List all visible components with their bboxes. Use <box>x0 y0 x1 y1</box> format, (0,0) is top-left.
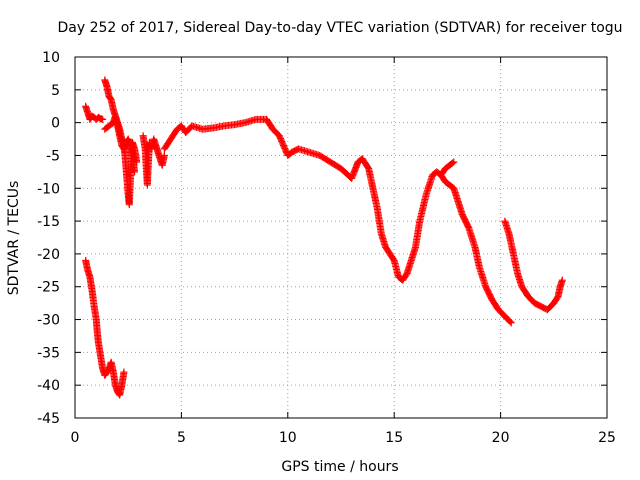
y-tick-label: -10 <box>37 181 60 197</box>
x-tick-label: 10 <box>279 430 297 446</box>
y-tick-label: -20 <box>37 247 60 263</box>
x-tick-label: 0 <box>71 430 80 446</box>
axis-ticks <box>74 56 608 419</box>
data-point-marker <box>120 368 128 376</box>
y-tick-label: 0 <box>51 116 60 132</box>
x-tick-label: 25 <box>598 430 616 446</box>
x-tick-label: 15 <box>385 430 403 446</box>
data-point-marker <box>449 159 457 167</box>
y-tick-label: -35 <box>37 345 60 361</box>
y-tick-label: -25 <box>37 280 60 296</box>
plot-frame <box>74 56 608 419</box>
series-sdtvar-negative-segment <box>82 256 128 399</box>
tick-labels: 0 5 10 15 20 25 10 5 0 -5 -10 -15 -20 -25 -30 -35 -40 -45 <box>37 50 616 446</box>
y-tick-label: -40 <box>37 378 60 394</box>
x-tick-label: 20 <box>492 430 510 446</box>
y-axis-label: SDTVAR / TECUs <box>6 181 22 296</box>
y-tick-label: 10 <box>42 50 60 66</box>
series-sdtvar-early-segment-a <box>82 102 107 123</box>
y-tick-label: -5 <box>46 148 60 164</box>
data-point-marker <box>99 115 107 123</box>
data-point-marker <box>160 151 168 159</box>
data-points <box>82 76 566 399</box>
series-sdtvar-main-segment <box>160 115 458 284</box>
data-point-marker <box>558 276 566 284</box>
y-tick-label: -45 <box>37 411 60 427</box>
y-tick-label: -15 <box>37 214 60 230</box>
data-point-marker <box>131 168 139 176</box>
y-tick-label: 5 <box>51 83 60 99</box>
data-point-marker <box>450 158 458 166</box>
series-sdtvar-early-segment-c <box>101 112 139 176</box>
data-point-marker <box>507 319 515 327</box>
x-axis-label: GPS time / hours <box>281 459 398 475</box>
series-sdtvar-early-segment-d <box>139 132 168 189</box>
data-point-marker <box>506 318 514 326</box>
chart-title: Day 252 of 2017, Sidereal Day-to-day VTE… <box>57 20 622 36</box>
series-sdtvar-late-segment <box>501 217 566 314</box>
y-tick-label: -30 <box>37 313 60 329</box>
grid-lines <box>75 57 607 418</box>
series-sdtvar-descending-segment <box>437 171 515 327</box>
x-tick-label: 5 <box>177 430 186 446</box>
